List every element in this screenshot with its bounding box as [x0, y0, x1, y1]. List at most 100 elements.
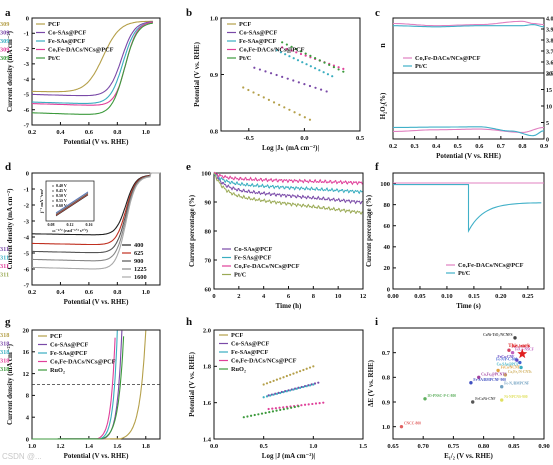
y-axis-label: Potential (V vs. RHE) — [188, 351, 196, 416]
tafel-point — [269, 72, 273, 75]
inset-x-axis-label: ω⁻¹ᐟ² (rad⁻¹ᐟ² s¹ᐟ²) — [52, 228, 88, 233]
tafel-point — [282, 376, 285, 379]
tafel-point — [286, 77, 289, 80]
tafel-point — [257, 93, 260, 97]
tafel-point — [287, 389, 290, 392]
electron-transfer-curve — [393, 24, 545, 28]
tafel-point — [292, 57, 295, 60]
tafel-point — [274, 392, 277, 395]
inset-legend-marker — [52, 195, 54, 197]
y-tick-label: 0.9 — [210, 72, 219, 79]
tafel-point — [312, 365, 315, 368]
y-tick-label: -1 — [24, 31, 29, 38]
tafel-point — [303, 116, 306, 119]
tafel-point — [289, 389, 292, 392]
99 mV dec⁻¹: PCF — [239, 21, 251, 28]
legend-label: Co,Fe-DACs/NCs@PCF — [48, 47, 114, 54]
93.5 %: Fe-SAs@PCF — [234, 255, 271, 262]
tafel-point — [337, 66, 340, 69]
literature-point — [507, 348, 511, 352]
koutecky-levich-line — [55, 191, 89, 214]
y-tick-label: -6 — [24, 107, 30, 114]
y-tick-label: -7 — [24, 122, 30, 129]
rpm-curve — [32, 172, 160, 246]
tafel-point — [282, 408, 285, 411]
polarization-curve — [32, 21, 153, 104]
tafel-point — [299, 52, 303, 56]
tafel-point — [282, 406, 285, 409]
x-tick-label: 0.6 — [85, 289, 94, 296]
y-tick-label: 1.0 — [382, 424, 390, 431]
literature-point-label: Fe-N/P-C-800 — [496, 358, 517, 362]
x-tick-label: 6 — [287, 293, 291, 300]
panel-g: 1.0 1.2 1.4 1.6 1.8 0 4 8 12 16 20 Potential (V vs.… — [6, 327, 161, 460]
y-tick-label: 40 — [384, 244, 391, 251]
y-tick-label: 20 — [23, 327, 30, 334]
tafel-point — [300, 404, 303, 407]
panel-h: 0.0 0.5 1.0 1.5 1.4 1.6 1.8 2.0 Log |J (mA cm⁻²)… — [0, 327, 368, 460]
panel-letter-d: d — [5, 161, 11, 173]
inset-y-axis-label: j⁻¹ mA⁻¹cm² — [39, 188, 44, 214]
inset-frame — [45, 180, 95, 222]
tafel-point — [242, 416, 245, 419]
x-tick-label: 1.0 — [142, 289, 150, 296]
y-tick-label: -1 — [24, 186, 29, 193]
x-tick-label: 0.8 — [518, 143, 527, 150]
rpm-curve — [32, 172, 160, 270]
tafel-point — [264, 411, 267, 414]
tafel-point — [292, 388, 295, 391]
tafel-point — [279, 408, 282, 412]
y-tick-label: 8 — [26, 393, 30, 400]
y-tick-label: 0 — [26, 170, 29, 177]
legend-label: 900 — [134, 258, 143, 265]
tafel-point — [285, 47, 288, 51]
tafel-point — [247, 88, 250, 92]
tafel-point — [296, 59, 300, 62]
literature-point-label: Ni-NPCNS-900 — [504, 395, 528, 399]
tafel-point — [265, 382, 269, 385]
tafel-point — [290, 388, 293, 391]
x-tick-label: 0.2 — [28, 129, 36, 136]
literature-point — [500, 385, 504, 389]
literature-point — [477, 375, 481, 380]
y-axis-label: Current percentage (%) — [365, 194, 373, 267]
tafel-point — [302, 385, 305, 389]
y-tick-label: -2 — [24, 46, 29, 53]
96.6 %: Co,Fe-DACs/NCs@PCF — [234, 263, 300, 270]
tafel-point — [242, 86, 245, 89]
x-axis-label: Potential (V vs. RHE) — [64, 138, 129, 146]
y-tick-label: 3.8 — [546, 38, 553, 44]
tafel-point — [285, 374, 288, 378]
tafel-point — [260, 412, 264, 415]
tafel-point — [272, 101, 276, 104]
x-tick-label: 1.5 — [359, 443, 368, 450]
tafel-point — [302, 368, 305, 372]
legend-label: Pt/C — [415, 63, 428, 70]
tafel-point — [297, 81, 300, 84]
tafel-point — [308, 118, 312, 121]
tafel-point — [262, 396, 265, 399]
panel-letter-h: h — [186, 316, 192, 328]
105 mV dec⁻¹: Pt/C — [239, 55, 252, 62]
y-tick-label: 0 — [387, 286, 390, 293]
y-tick-label: 1.8 — [203, 364, 212, 371]
plot-frame — [31, 172, 161, 286]
tafel-point — [283, 106, 286, 109]
watermark: CSDN @... — [2, 452, 42, 461]
legend-label: PCF — [50, 333, 62, 340]
tafel-point — [262, 96, 265, 99]
tafel-point — [288, 108, 291, 111]
y-tick-label: 1.6 — [203, 400, 212, 407]
literature-point-label: FeCo-CNF — [498, 355, 516, 359]
tafel-point — [337, 68, 340, 71]
x-tick-label: 0.7 — [497, 143, 506, 150]
tafel-point — [269, 394, 272, 397]
legend-label: 1225 — [134, 266, 147, 273]
x-tick-label: 0.8 — [113, 129, 122, 136]
tafel-point — [303, 384, 307, 388]
150 mV dec⁻¹: Co-SAs@PCF — [231, 341, 270, 348]
x-tick-label: 0.15 — [468, 293, 480, 300]
chronoamperometry-curve — [213, 172, 363, 195]
87 mV dec⁻¹: Fe-SAs@PCF — [239, 38, 276, 45]
